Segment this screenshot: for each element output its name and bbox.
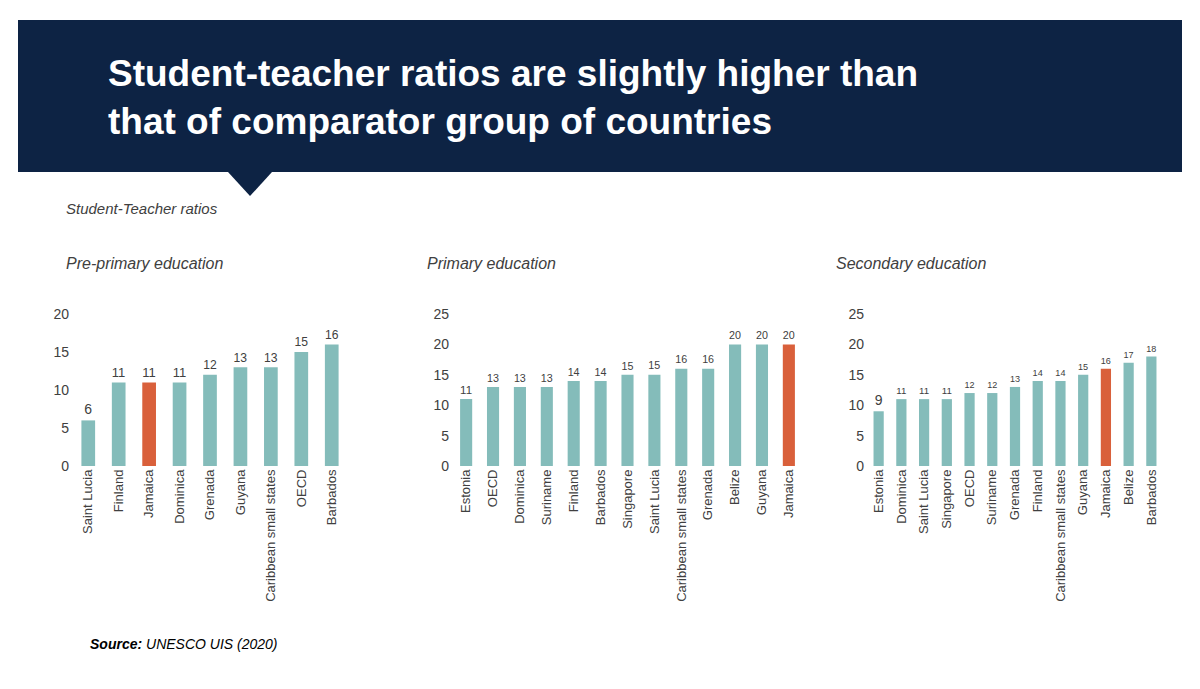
svg-text:Belize: Belize	[1121, 470, 1136, 505]
svg-text:13: 13	[514, 372, 526, 384]
svg-text:OECD: OECD	[962, 470, 977, 508]
html-text:Primary education: Primary education	[427, 255, 556, 272]
svg-text:Finland: Finland	[1030, 470, 1045, 513]
svg-text:15: 15	[1078, 362, 1088, 372]
html-text:Secondary education: Secondary education	[836, 255, 987, 272]
svg-text:11: 11	[142, 365, 156, 380]
svg-text:5: 5	[441, 428, 449, 444]
svg-text:9: 9	[875, 392, 883, 408]
svg-text:Grenada: Grenada	[202, 469, 217, 520]
svg-text:20: 20	[729, 329, 741, 341]
svg-text:10: 10	[433, 397, 449, 413]
svg-text:10: 10	[53, 382, 69, 398]
svg-text:16: 16	[702, 353, 714, 365]
svg-text:15: 15	[648, 359, 660, 371]
svg-text:6: 6	[84, 401, 92, 417]
svg-text:5: 5	[856, 428, 864, 444]
svg-text:10: 10	[848, 397, 864, 413]
svg-text:20: 20	[756, 329, 768, 341]
svg-text:Dominica: Dominica	[172, 469, 187, 524]
svg-text:11: 11	[460, 384, 472, 396]
svg-text:13: 13	[541, 372, 553, 384]
svg-text:Grenada: Grenada	[1007, 469, 1022, 520]
svg-text:14: 14	[1033, 368, 1043, 378]
svg-text:Grenada: Grenada	[700, 469, 715, 520]
svg-text:Dominica: Dominica	[512, 469, 527, 524]
svg-text:12: 12	[203, 358, 217, 372]
svg-text:13: 13	[1010, 374, 1020, 384]
svg-text:14: 14	[568, 366, 580, 378]
svg-text:Estonia: Estonia	[871, 469, 886, 513]
svg-text:14: 14	[595, 366, 607, 378]
svg-text:Finland: Finland	[566, 470, 581, 513]
svg-text:13: 13	[264, 351, 278, 365]
svg-text:12: 12	[964, 380, 974, 390]
svg-text:Caribbean small states: Caribbean small states	[263, 469, 278, 602]
svg-text:14: 14	[1055, 368, 1065, 378]
html-text:Student-Teacher ratios: Student-Teacher ratios	[66, 200, 218, 217]
svg-text:Caribbean small states: Caribbean small states	[674, 469, 689, 602]
svg-text:Barbados: Barbados	[1144, 469, 1159, 525]
svg-text:15: 15	[53, 344, 69, 360]
html-text:Source: UNESCO UIS (2020): Source: UNESCO UIS (2020)	[90, 636, 278, 652]
svg-text:20: 20	[433, 336, 449, 352]
svg-text:16: 16	[325, 328, 339, 342]
svg-text:11: 11	[942, 385, 952, 396]
svg-text:15: 15	[848, 367, 864, 383]
svg-text:Jamaica: Jamaica	[1098, 469, 1113, 518]
svg-text:11: 11	[896, 385, 906, 396]
html-text:Pre-primary education: Pre-primary education	[66, 255, 224, 272]
svg-text:Barbados: Barbados	[593, 469, 608, 525]
svg-text:13: 13	[234, 351, 248, 365]
svg-text:Saint Lucia: Saint Lucia	[916, 469, 931, 534]
svg-text:16: 16	[675, 353, 687, 365]
svg-text:Singapore: Singapore	[939, 470, 954, 529]
svg-text:Jamaica: Jamaica	[781, 469, 796, 518]
svg-text:13: 13	[487, 372, 499, 384]
svg-text:Guyana: Guyana	[233, 469, 248, 515]
svg-text:20: 20	[783, 329, 795, 341]
svg-text:5: 5	[61, 420, 69, 436]
svg-text:15: 15	[621, 360, 633, 372]
svg-text:Jamaica: Jamaica	[141, 469, 156, 518]
svg-text:12: 12	[987, 380, 997, 390]
svg-text:20: 20	[848, 336, 864, 352]
svg-text:OECD: OECD	[294, 470, 309, 508]
svg-text:25: 25	[848, 306, 864, 322]
svg-text:Guyana: Guyana	[754, 469, 769, 515]
svg-text:15: 15	[433, 367, 449, 383]
svg-text:Caribbean small states: Caribbean small states	[1053, 469, 1068, 602]
html-text:that of comparator group of co: that of comparator group of countries	[108, 101, 772, 142]
svg-text:11: 11	[173, 365, 186, 380]
svg-text:20: 20	[53, 306, 69, 322]
svg-text:17: 17	[1124, 350, 1134, 360]
svg-text:0: 0	[856, 458, 864, 474]
svg-text:Saint Lucia: Saint Lucia	[80, 469, 95, 534]
svg-text:Suriname: Suriname	[539, 470, 554, 526]
svg-text:0: 0	[61, 458, 69, 474]
svg-text:18: 18	[1146, 344, 1156, 354]
svg-text:0: 0	[441, 458, 449, 474]
svg-text:Dominica: Dominica	[894, 469, 909, 524]
svg-text:OECD: OECD	[485, 470, 500, 508]
svg-text:11: 11	[919, 385, 929, 396]
svg-text:15: 15	[294, 335, 308, 349]
svg-text:Guyana: Guyana	[1075, 469, 1090, 515]
svg-text:11: 11	[112, 365, 125, 380]
svg-text:Estonia: Estonia	[458, 469, 473, 513]
svg-text:Finland: Finland	[111, 470, 126, 513]
svg-text:Belize: Belize	[727, 470, 742, 505]
svg-text:Suriname: Suriname	[984, 470, 999, 526]
svg-text:Singapore: Singapore	[620, 470, 635, 529]
svg-text:25: 25	[433, 306, 449, 322]
html-text:Student-teacher ratios are sli: Student-teacher ratios are slightly high…	[108, 53, 918, 94]
svg-text:Barbados: Barbados	[324, 469, 339, 525]
svg-text:16: 16	[1101, 356, 1111, 366]
svg-text:Saint Lucia: Saint Lucia	[647, 469, 662, 534]
